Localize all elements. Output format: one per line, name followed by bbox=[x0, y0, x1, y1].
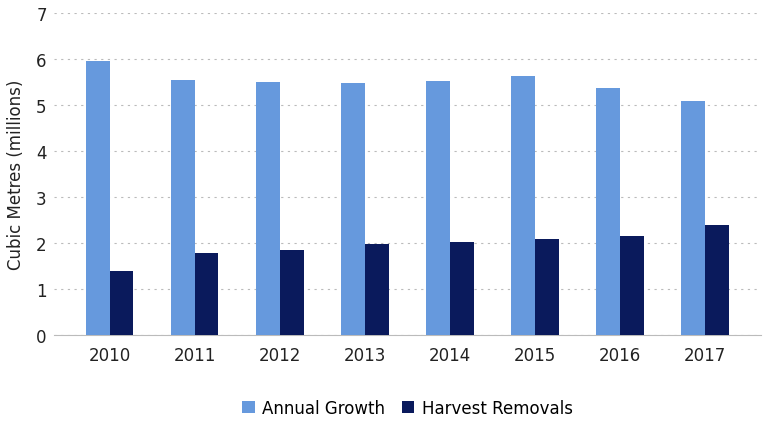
Bar bbox=[681, 102, 705, 335]
Bar bbox=[535, 239, 559, 335]
Bar bbox=[450, 243, 474, 335]
Bar bbox=[194, 254, 218, 335]
Bar bbox=[341, 84, 365, 335]
Bar bbox=[280, 250, 303, 335]
Bar bbox=[596, 89, 620, 335]
Bar bbox=[256, 83, 280, 335]
Bar bbox=[705, 225, 729, 335]
Bar bbox=[86, 62, 110, 335]
Y-axis label: Cubic Metres (millions): Cubic Metres (millions) bbox=[7, 80, 25, 270]
Bar bbox=[365, 245, 389, 335]
Legend: Annual Growth, Harvest Removals: Annual Growth, Harvest Removals bbox=[235, 392, 579, 423]
Bar bbox=[110, 271, 134, 335]
Bar bbox=[511, 77, 535, 335]
Bar bbox=[170, 80, 194, 335]
Bar bbox=[620, 237, 644, 335]
Bar bbox=[426, 81, 450, 335]
